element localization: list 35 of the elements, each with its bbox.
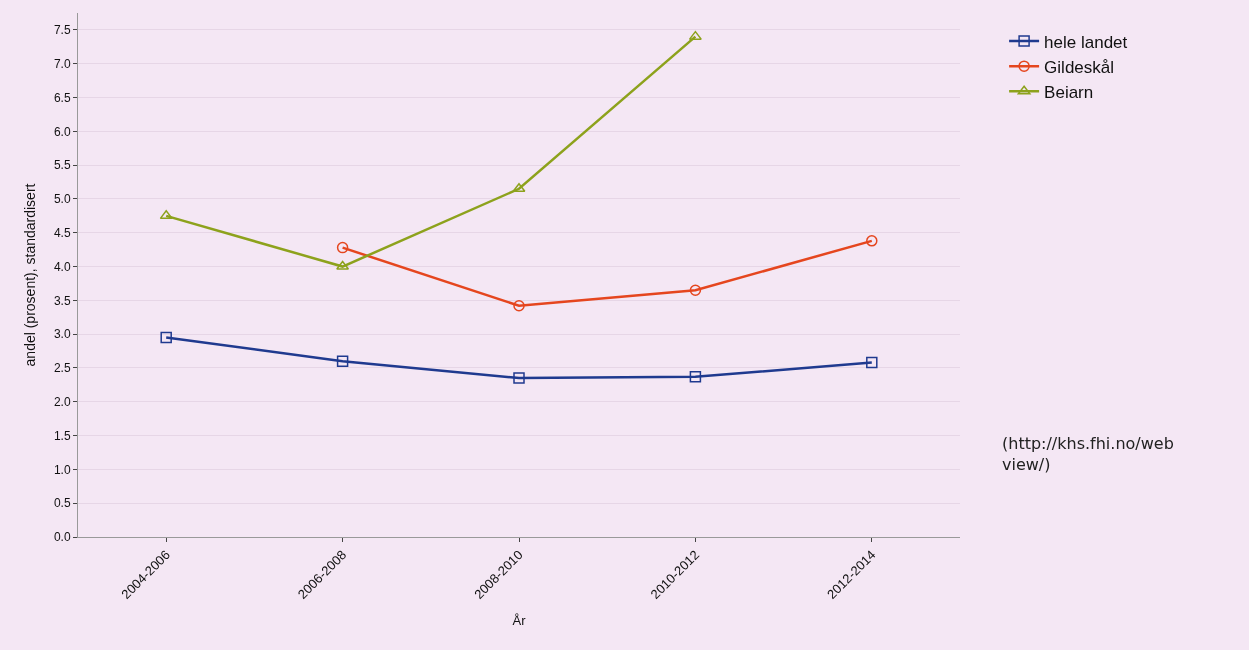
y-tick-label: 5.0 [53,192,71,207]
text: (http://khs.fhi.no/webview/) [1002,434,1174,474]
point [336,241,349,254]
y-tick-label: 3.5 [53,293,71,308]
point [689,371,702,383]
y-tick-label: 1.0 [53,462,71,477]
y-tick-label: 0.5 [53,496,71,511]
point [688,30,702,40]
y-tick-label: 7.0 [53,56,71,71]
point [513,300,525,312]
point [866,235,878,247]
y-tick-label: 4.5 [53,225,71,240]
y-tick-label: 2.5 [53,361,71,376]
y-tick-label: 5.5 [53,158,71,173]
point [336,260,350,270]
y-tick-label: 4.0 [53,259,71,274]
y-tick-label: 0.0 [53,530,71,545]
legend-label: hele landet [1044,32,1128,52]
y-tick-label: 3.0 [53,327,71,342]
y-tick-label: 6.0 [53,124,71,139]
y-tick-label: 7.5 [53,23,71,38]
x-axis-title: År [512,613,527,629]
point [866,356,878,369]
point [512,183,526,193]
y-tick-label: 6.5 [53,90,71,105]
y-tick-label: 1.5 [53,428,71,443]
y-axis-title: andel (prosent), standardisert [21,183,38,367]
point [689,284,702,296]
legend-label: Beiarn [1044,82,1094,102]
legend-label: Gildeskål [1044,57,1115,77]
point [336,355,349,367]
point [160,331,172,344]
point [513,372,525,384]
point [159,210,173,220]
y-tick-label: 2.0 [53,394,71,409]
